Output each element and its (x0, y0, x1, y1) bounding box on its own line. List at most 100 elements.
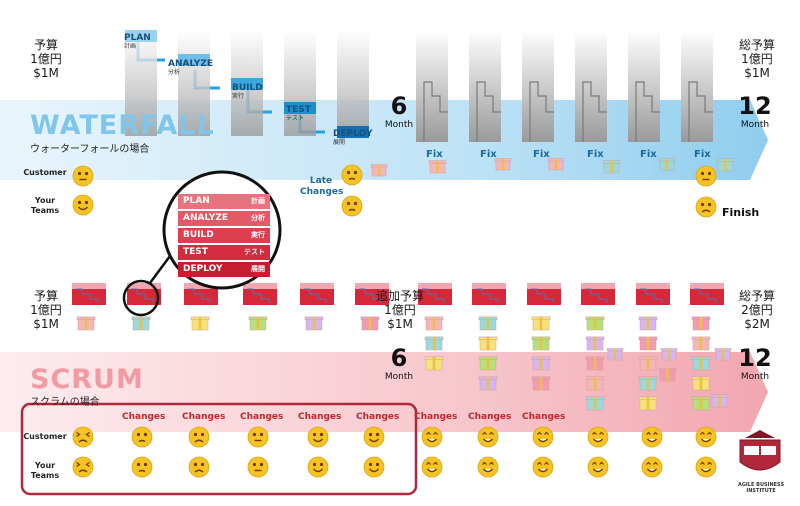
sprint-block-top (300, 283, 334, 289)
eye (193, 432, 198, 437)
fix-label: Fix (640, 149, 657, 160)
gift-box (691, 396, 711, 411)
gift-ribbon (699, 336, 703, 350)
sprint-steps (76, 288, 99, 303)
budget-label: 予算 (33, 38, 58, 52)
mouth (368, 468, 380, 473)
eye (319, 432, 324, 437)
mouth (592, 438, 604, 443)
customer-face (341, 164, 363, 186)
eye (544, 431, 549, 435)
phase-legend: PLAN 計画 ANALYZE 分析 BUILD 実行 TEST テスト DEPLOY 展開 (178, 194, 270, 279)
mouth (77, 206, 89, 211)
gift-box (531, 356, 551, 371)
eye (537, 461, 542, 465)
zoom-leader-line (148, 255, 172, 284)
gift-box (585, 356, 605, 371)
mouth (138, 469, 146, 473)
scrum-team-face (188, 456, 210, 478)
gift-box (478, 356, 498, 371)
eye (77, 200, 82, 205)
gift-box (585, 376, 605, 391)
eye (252, 432, 257, 437)
eye (85, 432, 90, 437)
legend-en: TEST (183, 247, 208, 257)
sprint-steps (640, 288, 663, 303)
eye (353, 201, 358, 206)
budget-usd: $1M (387, 317, 413, 331)
eye (426, 461, 431, 465)
eye (537, 431, 542, 435)
gift-box (428, 160, 447, 174)
scrum-team-face (695, 456, 717, 478)
late-changes-label: Late Changes (300, 176, 344, 197)
gift-ribbon (486, 356, 490, 370)
scrum-highlight-frame (20, 402, 418, 496)
face-circle (695, 196, 717, 218)
gift-box (360, 316, 380, 331)
eye (85, 462, 90, 467)
mouth (348, 177, 356, 181)
face-circle (363, 456, 385, 478)
fix-label: Fix (533, 149, 550, 160)
gift-ribbon (646, 356, 650, 370)
phase-ja: テスト (286, 115, 305, 122)
face-circle (695, 165, 717, 187)
sprint-block-top (127, 283, 161, 289)
gift-ribbon (699, 396, 703, 410)
eye (700, 431, 705, 435)
scrum-6-month: Month (384, 372, 414, 382)
gift-ribbon (699, 376, 703, 390)
phase-column (337, 30, 369, 136)
eye (312, 432, 317, 437)
eye (433, 431, 438, 435)
legend-row: ANALYZE 分析 (178, 211, 270, 226)
eye (193, 462, 198, 467)
mouth (701, 209, 711, 213)
eye (143, 462, 148, 467)
gift-ribbon (665, 158, 669, 170)
eye (84, 171, 89, 176)
legend-en: PLAN (183, 196, 210, 206)
mouth (482, 438, 494, 443)
eye (143, 432, 148, 437)
gift-box (716, 158, 735, 172)
gift-ribbon (699, 316, 703, 330)
mouth (368, 438, 380, 443)
fix-column-steps (582, 81, 607, 142)
gift-ribbon (593, 396, 597, 410)
fix-columns (416, 30, 713, 142)
gift-ribbon (613, 348, 617, 360)
phase-column-highlight (337, 126, 369, 138)
logo-text: AGILE BUSINESS INSTITUTE (737, 482, 785, 494)
sprint-block-top (72, 283, 106, 289)
fix-column-steps (529, 81, 554, 142)
fix-column-steps (688, 81, 713, 142)
customer-face (695, 165, 717, 187)
legend-ja: 計画 (251, 197, 265, 205)
legend-en: DEPLOY (183, 264, 223, 274)
sprint-block-top (472, 283, 506, 289)
changes-label: Changes (414, 412, 458, 422)
gift-box (710, 394, 729, 408)
scrum-customer-face (363, 426, 385, 448)
eye (700, 171, 705, 176)
phase-column-highlight (125, 30, 157, 42)
mouth (138, 439, 146, 443)
face-circle (421, 426, 443, 448)
gift-ribbon (84, 316, 88, 330)
phase-test: TEST テスト (286, 106, 311, 123)
sprint-block-top (690, 283, 724, 289)
waterfall-teams-label: Your Teams (30, 196, 60, 215)
eye (653, 461, 658, 465)
face-circle (421, 456, 443, 478)
changes-label: Changes (356, 412, 400, 422)
changes-label: Changes (522, 412, 566, 422)
mouth (194, 439, 204, 443)
eye (707, 171, 712, 176)
gift-box (478, 376, 498, 391)
eye (77, 171, 82, 176)
gift-box (585, 336, 605, 351)
scrum-budget-start: 予算 1億円 $1M (24, 289, 68, 331)
